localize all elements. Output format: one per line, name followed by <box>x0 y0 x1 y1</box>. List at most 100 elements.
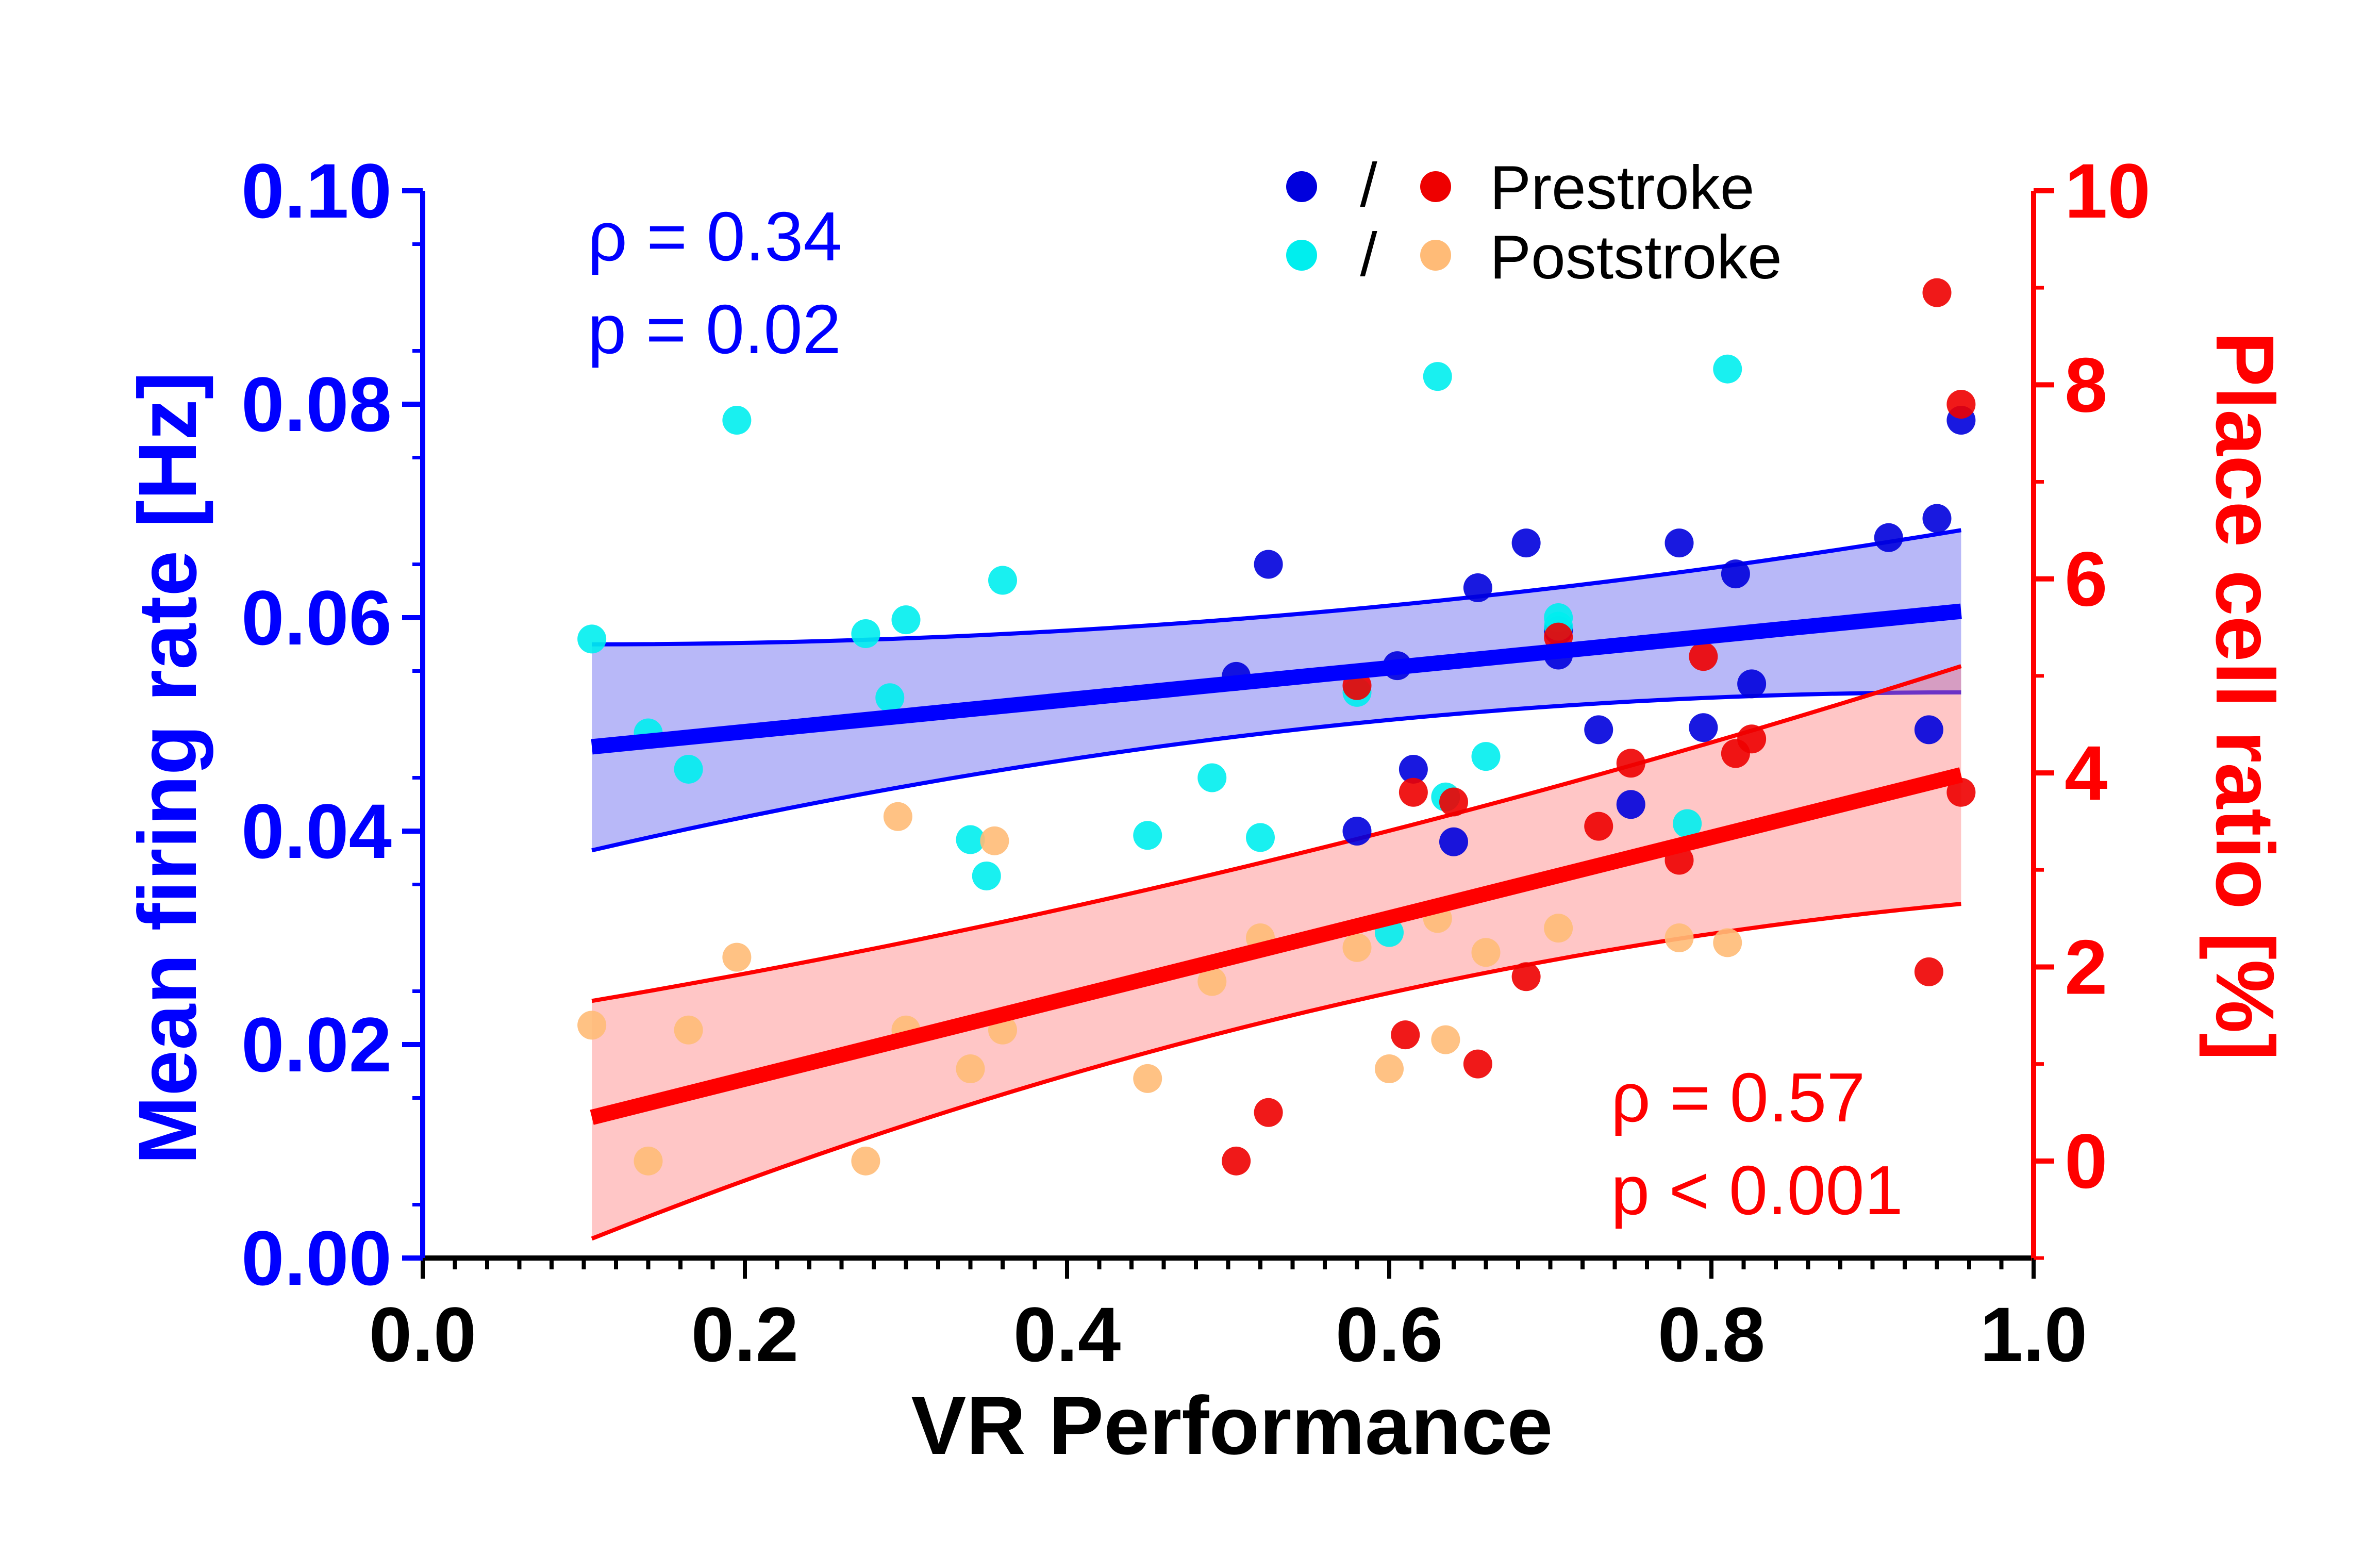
data-point <box>875 683 905 713</box>
data-point <box>577 1011 607 1040</box>
data-point <box>1133 1064 1162 1093</box>
data-point <box>956 1054 985 1084</box>
data-point <box>1544 914 1573 943</box>
axes: 0.0 0.2 0.4 0.6 0.8 1.0 0.00 0.02 0.04 0.06 0.08 0.… <box>241 147 2151 1378</box>
right-axis-title: Place cell ratio [%] <box>2199 332 2291 1061</box>
data-point <box>1737 669 1767 699</box>
stat-rho-place-cell: ρ = 0.57 <box>1611 1058 1865 1136</box>
confidence-upper-left <box>592 528 1962 647</box>
x-tick-label: 0.2 <box>691 1291 799 1378</box>
data-point <box>972 861 1001 890</box>
data-point <box>1665 528 1694 558</box>
x-tick-label: 0.4 <box>1013 1291 1121 1378</box>
legend: / Prestroke / Poststroke <box>1286 151 1782 292</box>
data-point <box>722 406 752 435</box>
confidence-band-left <box>592 530 1961 851</box>
data-point <box>1471 938 1501 967</box>
left-tick-label: 0.10 <box>241 147 392 234</box>
legend-prestroke-right-marker <box>1420 171 1451 202</box>
data-point <box>1222 1146 1251 1176</box>
left-tick-label: 0.08 <box>241 361 392 448</box>
data-point <box>1713 354 1742 384</box>
data-point <box>1914 715 1943 745</box>
data-point <box>1689 642 1718 671</box>
left-tick-label: 0.04 <box>241 788 392 874</box>
legend-separator: / <box>1360 151 1377 220</box>
data-point <box>674 754 703 784</box>
data-point <box>1922 504 1952 533</box>
legend-label-poststroke: Poststroke <box>1490 223 1782 292</box>
data-point <box>1914 957 1943 986</box>
data-point <box>1922 278 1952 307</box>
data-point <box>1946 778 1976 807</box>
data-point <box>1721 559 1750 589</box>
regression-line-right <box>590 767 1963 1125</box>
x-axis-title: VR Performance <box>911 1379 1553 1471</box>
data-point <box>1616 749 1645 778</box>
data-point <box>1737 724 1767 754</box>
data-point <box>1133 821 1162 850</box>
data-point <box>1463 573 1492 603</box>
legend-prestroke-left-marker <box>1286 171 1317 202</box>
data-point <box>1197 967 1227 996</box>
right-tick-label: 4 <box>2065 730 2107 816</box>
stat-p-place-cell: p < 0.001 <box>1611 1151 1903 1229</box>
data-point <box>1197 763 1227 792</box>
data-point <box>1665 923 1694 952</box>
data-point <box>1342 933 1372 962</box>
right-tick-label: 8 <box>2065 341 2107 428</box>
data-point <box>634 1146 663 1176</box>
data-point <box>722 942 752 972</box>
data-point <box>1375 1054 1404 1084</box>
data-point <box>1511 962 1541 991</box>
x-tick-label: 0.0 <box>369 1291 477 1378</box>
data-point <box>1399 754 1428 784</box>
left-tick-label: 0.02 <box>241 1001 392 1088</box>
data-point <box>1584 812 1613 841</box>
data-point <box>851 619 880 649</box>
data-point <box>1463 1049 1492 1079</box>
plot-area <box>577 278 1976 1241</box>
left-axis-title: Mean firing rate [Hz] <box>121 372 213 1165</box>
legend-label-prestroke: Prestroke <box>1490 153 1755 222</box>
x-tick-label: 1.0 <box>1980 1291 2088 1378</box>
data-point <box>980 826 1009 855</box>
data-point <box>1471 742 1501 771</box>
data-point <box>1254 550 1283 579</box>
data-point <box>1673 809 1702 838</box>
regression-lines <box>590 603 1963 1125</box>
data-point <box>1713 928 1742 957</box>
data-point <box>1616 790 1645 819</box>
confidence-lower-right <box>591 902 1961 1241</box>
data-point <box>1946 390 1976 419</box>
stat-rho-firing-rate: ρ = 0.34 <box>588 197 842 275</box>
legend-separator: / <box>1360 220 1377 289</box>
right-tick-label: 2 <box>2065 923 2107 1010</box>
data-point <box>891 605 921 635</box>
data-point <box>1689 713 1718 742</box>
x-tick-label: 0.8 <box>1658 1291 1766 1378</box>
left-tick-label: 0.00 <box>241 1215 392 1301</box>
data-point <box>1584 715 1613 745</box>
legend-poststroke-right-marker <box>1420 240 1451 271</box>
data-point <box>1391 1020 1420 1050</box>
data-point <box>1439 787 1468 817</box>
x-tick-label: 0.6 <box>1336 1291 1443 1378</box>
data-point <box>1511 528 1541 558</box>
right-tick-label: 0 <box>2065 1118 2107 1204</box>
right-tick-label: 6 <box>2065 536 2107 622</box>
data-point <box>883 802 912 831</box>
data-point <box>674 1015 703 1045</box>
data-point <box>577 624 607 654</box>
data-point <box>1874 523 1903 552</box>
data-point <box>1431 1025 1460 1054</box>
left-tick-label: 0.06 <box>241 574 392 661</box>
stats-place-cell: ρ = 0.57 p < 0.001 <box>1611 1058 1903 1229</box>
data-point <box>851 1146 880 1176</box>
data-point <box>1423 362 1452 391</box>
data-point <box>1399 778 1428 807</box>
right-tick-label: 10 <box>2065 147 2151 234</box>
data-point <box>1254 1098 1283 1127</box>
data-point <box>1439 827 1468 856</box>
